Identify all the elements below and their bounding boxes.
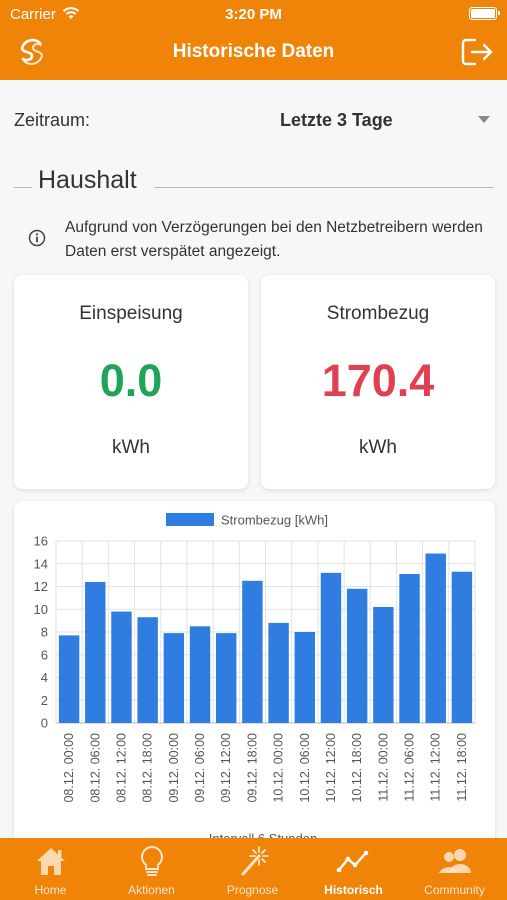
x-tick-label: 10.12. 00:00: [272, 733, 286, 803]
tab-label: Community: [424, 883, 485, 897]
chart-bar: [320, 572, 342, 723]
y-tick-label: 14: [34, 556, 48, 571]
logo-icon[interactable]: [16, 36, 48, 68]
y-tick-label: 4: [41, 670, 48, 685]
chart-bar: [399, 573, 420, 723]
y-tick-label: 10: [34, 602, 48, 617]
x-tick-label: 09.12. 12:00: [219, 733, 233, 803]
feed-in-label: Einspeisung: [79, 303, 183, 324]
chart-bar: [189, 626, 211, 723]
y-tick-label: 2: [41, 693, 48, 708]
x-tick-label: 10.12. 06:00: [298, 733, 312, 803]
tab-home[interactable]: Home: [0, 838, 101, 900]
consumption-label: Strombezug: [326, 303, 430, 324]
chart-bar: [85, 581, 106, 723]
consumption-value: 170.4: [321, 355, 435, 406]
consumption-chart: Strombezug [kWh] Intervall 6 Stunden 024…: [14, 501, 495, 846]
y-tick-label: 16: [34, 534, 48, 549]
x-tick-label: 11.12. 18:00: [455, 733, 469, 802]
chevron-down-icon[interactable]: [478, 116, 490, 123]
chart-bar: [268, 622, 289, 723]
tab-forecast[interactable]: Prognose: [202, 838, 303, 900]
chart-bar: [346, 588, 368, 723]
y-tick-label: 0: [41, 716, 48, 731]
x-tick-label: 08.12. 00:00: [62, 733, 76, 803]
carrier-name: Carrier: [10, 6, 56, 23]
logout-icon[interactable]: [461, 37, 495, 67]
section-title: Haushalt: [38, 166, 137, 194]
consumption-card: Strombezug 170.4 kWh: [261, 275, 495, 489]
feed-in-value: 0.0: [99, 355, 163, 406]
legend-label: Strombezug [kWh]: [221, 513, 328, 528]
chart-bar: [58, 635, 80, 723]
chart-bar: [373, 606, 394, 723]
x-tick-label: 11.12. 06:00: [403, 733, 417, 802]
info-icon: [28, 229, 46, 247]
home-icon: [37, 848, 65, 875]
line-chart-icon: [336, 850, 369, 873]
tab-label: Home: [34, 883, 67, 897]
users-icon: [439, 849, 471, 873]
chart-bar: [294, 632, 315, 723]
section-divider: [14, 187, 32, 188]
header: Carrier 3:20 PM Historische Daten: [0, 0, 507, 80]
y-tick-label: 8: [41, 625, 48, 640]
chart-bar: [137, 617, 158, 723]
tab-label: Aktionen: [128, 883, 175, 897]
x-tick-label: 08.12. 12:00: [114, 733, 128, 803]
tab-actions[interactable]: Aktionen: [101, 838, 202, 900]
page-title: Historische Daten: [172, 41, 335, 62]
legend-swatch: [166, 513, 214, 526]
clock: 3:20 PM: [225, 6, 282, 23]
status-bar: Carrier 3:20 PM: [0, 0, 507, 28]
tab-community[interactable]: Community: [404, 838, 505, 900]
feed-in-unit: kWh: [112, 437, 150, 458]
info-message: Aufgrund von Verzögerungen bei den Netzb…: [65, 219, 483, 260]
x-tick-label: 09.12. 18:00: [245, 733, 259, 803]
chart-bar: [242, 580, 263, 723]
main-content: Zeitraum: Letzte 3 Tage Haushalt Aufgrun…: [0, 80, 507, 846]
x-tick-label: 08.12. 06:00: [88, 733, 102, 803]
chart-bar: [425, 553, 446, 723]
magic-wand-icon: [241, 846, 269, 876]
tab-bar: Home Aktionen Prognose Historisch: [0, 838, 507, 900]
bar-chart: Strombezug [kWh] Intervall 6 Stunden 024…: [34, 513, 476, 846]
section-divider: [154, 187, 494, 188]
consumption-unit: kWh: [359, 437, 397, 458]
chart-bar: [163, 633, 185, 723]
tab-label: Historisch: [324, 883, 383, 897]
chart-bar: [451, 571, 473, 723]
chart-bar: [216, 633, 237, 723]
battery-icon: [469, 7, 500, 20]
x-tick-label: 11.12. 00:00: [376, 733, 390, 802]
tab-historical[interactable]: Historisch: [303, 838, 404, 900]
tab-label: Prognose: [226, 883, 279, 897]
wifi-icon: [62, 7, 80, 19]
chart-bar: [111, 611, 132, 723]
x-tick-label: 09.12. 06:00: [193, 733, 207, 803]
feed-in-card: Einspeisung 0.0 kWh: [14, 275, 248, 489]
x-tick-label: 10.12. 18:00: [350, 733, 364, 803]
lightbulb-icon: [141, 845, 163, 876]
period-label: Zeitraum:: [14, 110, 91, 130]
period-select[interactable]: Letzte 3 Tage: [280, 110, 393, 130]
x-tick-label: 11.12. 12:00: [429, 733, 443, 802]
x-tick-label: 10.12. 12:00: [324, 733, 338, 803]
y-tick-label: 12: [34, 579, 48, 594]
x-tick-label: 08.12. 18:00: [141, 733, 155, 803]
x-tick-label: 09.12. 00:00: [167, 733, 181, 803]
y-tick-label: 6: [41, 647, 48, 662]
